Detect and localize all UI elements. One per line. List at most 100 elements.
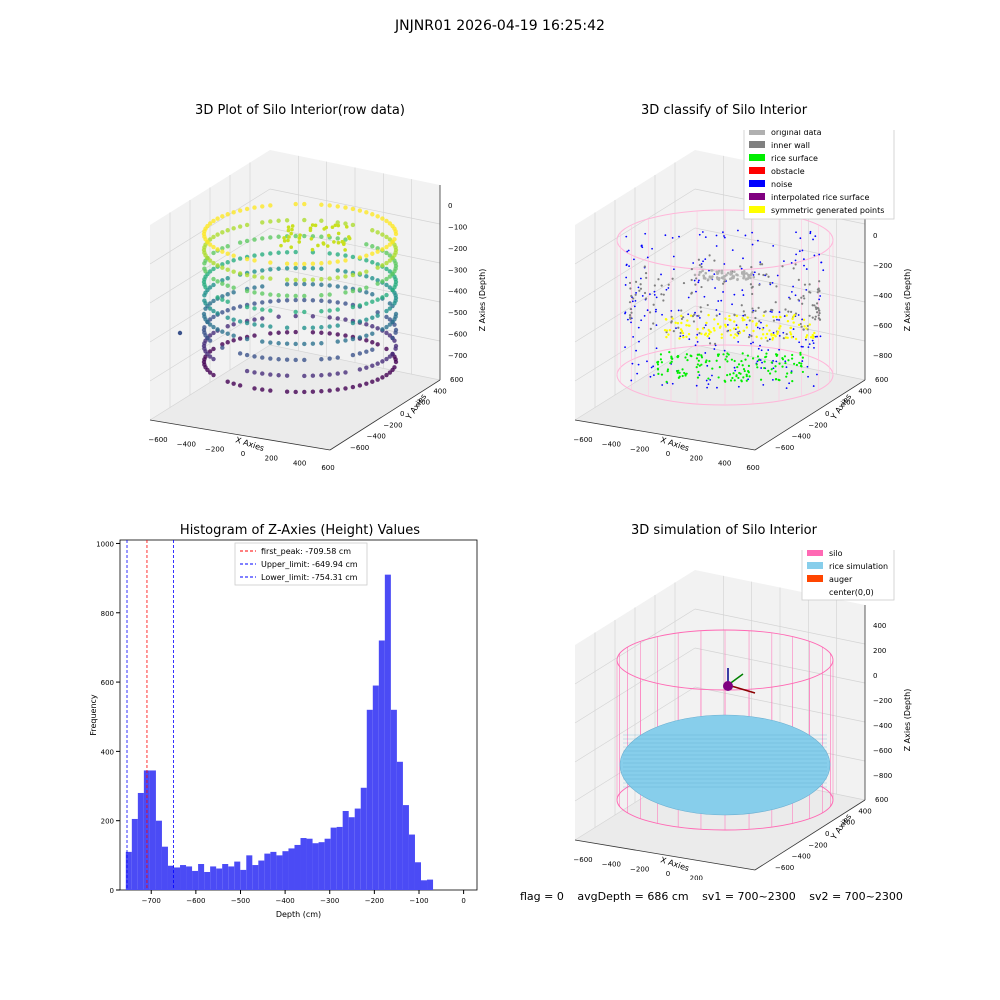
symmetric-point [701, 327, 705, 330]
noise-point [675, 327, 677, 330]
data-point [364, 269, 369, 274]
z-tick-label: 400 [873, 622, 886, 630]
symmetric-point [791, 317, 794, 321]
noise-point [742, 314, 745, 317]
original-point [749, 273, 753, 277]
rice-surface-point [741, 352, 744, 355]
rice-surface-point [659, 353, 663, 356]
wall-point [662, 299, 665, 302]
histogram-bar [186, 866, 193, 890]
data-point [387, 322, 393, 327]
symmetric-point [712, 327, 716, 330]
wall-point [632, 297, 635, 300]
wall-point [814, 306, 818, 309]
noise-point [713, 348, 716, 350]
z-tick-label: −600 [873, 747, 892, 755]
rice-surface-point [695, 366, 698, 369]
histogram-bar [414, 862, 421, 890]
symmetric-point [671, 317, 674, 320]
data-point [393, 229, 398, 234]
noise-point [814, 235, 817, 238]
legend-label: symmetric generated points [771, 206, 884, 215]
rice-surface-point [791, 353, 794, 357]
data-point [244, 222, 250, 228]
noise-point [687, 313, 690, 316]
original-point [735, 273, 738, 276]
data-point [231, 269, 236, 274]
data-point [384, 244, 389, 250]
data-point [387, 370, 393, 375]
data-point [244, 288, 250, 294]
data-point [211, 298, 216, 304]
data-point [343, 221, 348, 226]
legend-box [743, 130, 895, 220]
noise-point [722, 231, 724, 234]
data-point [276, 250, 281, 255]
data-point [286, 225, 291, 230]
data-point [327, 324, 332, 329]
data-point [202, 325, 207, 330]
rice-surface-point [724, 358, 727, 361]
data-point [375, 281, 380, 286]
data-point [268, 324, 273, 329]
rice-surface-point [770, 368, 773, 371]
data-point [220, 214, 225, 219]
wall-point [771, 308, 774, 312]
symmetric-point [772, 315, 775, 319]
noise-point [772, 331, 775, 334]
z-axis-label: Z Axies (Depth) [903, 689, 912, 752]
histogram-bar [149, 770, 156, 890]
data-point [284, 357, 290, 362]
noise-point [717, 300, 720, 302]
wall-point [784, 308, 787, 311]
original-point [701, 269, 704, 273]
histogram-bar [330, 827, 337, 890]
data-point [293, 297, 298, 303]
noise-point [731, 249, 734, 252]
rice-surface-point [696, 363, 699, 366]
histogram-bar [306, 838, 313, 890]
noise-point [742, 257, 744, 260]
grid-line [149, 344, 271, 421]
wall-point [759, 263, 762, 266]
center-marker [723, 681, 733, 691]
noise-point [798, 341, 801, 344]
data-point [252, 274, 257, 279]
noise-point [778, 334, 781, 337]
histogram-bar [167, 865, 174, 890]
wall-point [670, 315, 673, 318]
noise-point [752, 341, 754, 344]
histogram-bar [300, 838, 307, 890]
data-point [327, 331, 332, 336]
wall-point [634, 293, 637, 296]
noise-point [720, 299, 723, 302]
data-point [319, 277, 324, 282]
histogram-bar [318, 842, 325, 890]
rice-surface-point [666, 370, 669, 373]
data-point [350, 206, 356, 212]
wall-point [765, 273, 768, 276]
data-point [364, 285, 369, 290]
data-point [231, 290, 236, 295]
rice-surface-point [777, 378, 780, 381]
rice-surface-point [798, 361, 801, 364]
data-point [375, 313, 380, 318]
data-point [276, 330, 281, 335]
data-point [357, 255, 363, 260]
noise-point [707, 383, 710, 386]
data-point [220, 249, 225, 254]
rice-surface-point [722, 353, 725, 356]
data-point [343, 333, 348, 338]
data-point [370, 347, 375, 352]
data-point [335, 371, 340, 376]
noise-point [633, 258, 635, 261]
noise-point [626, 250, 629, 253]
noise-point [660, 273, 662, 276]
noise-point [757, 347, 760, 350]
data-point [268, 388, 273, 393]
legend-swatch [807, 575, 823, 582]
x-tick-label: −200 [630, 445, 649, 453]
wall-point [645, 276, 648, 279]
wall-point [629, 287, 632, 290]
data-point [260, 236, 265, 241]
